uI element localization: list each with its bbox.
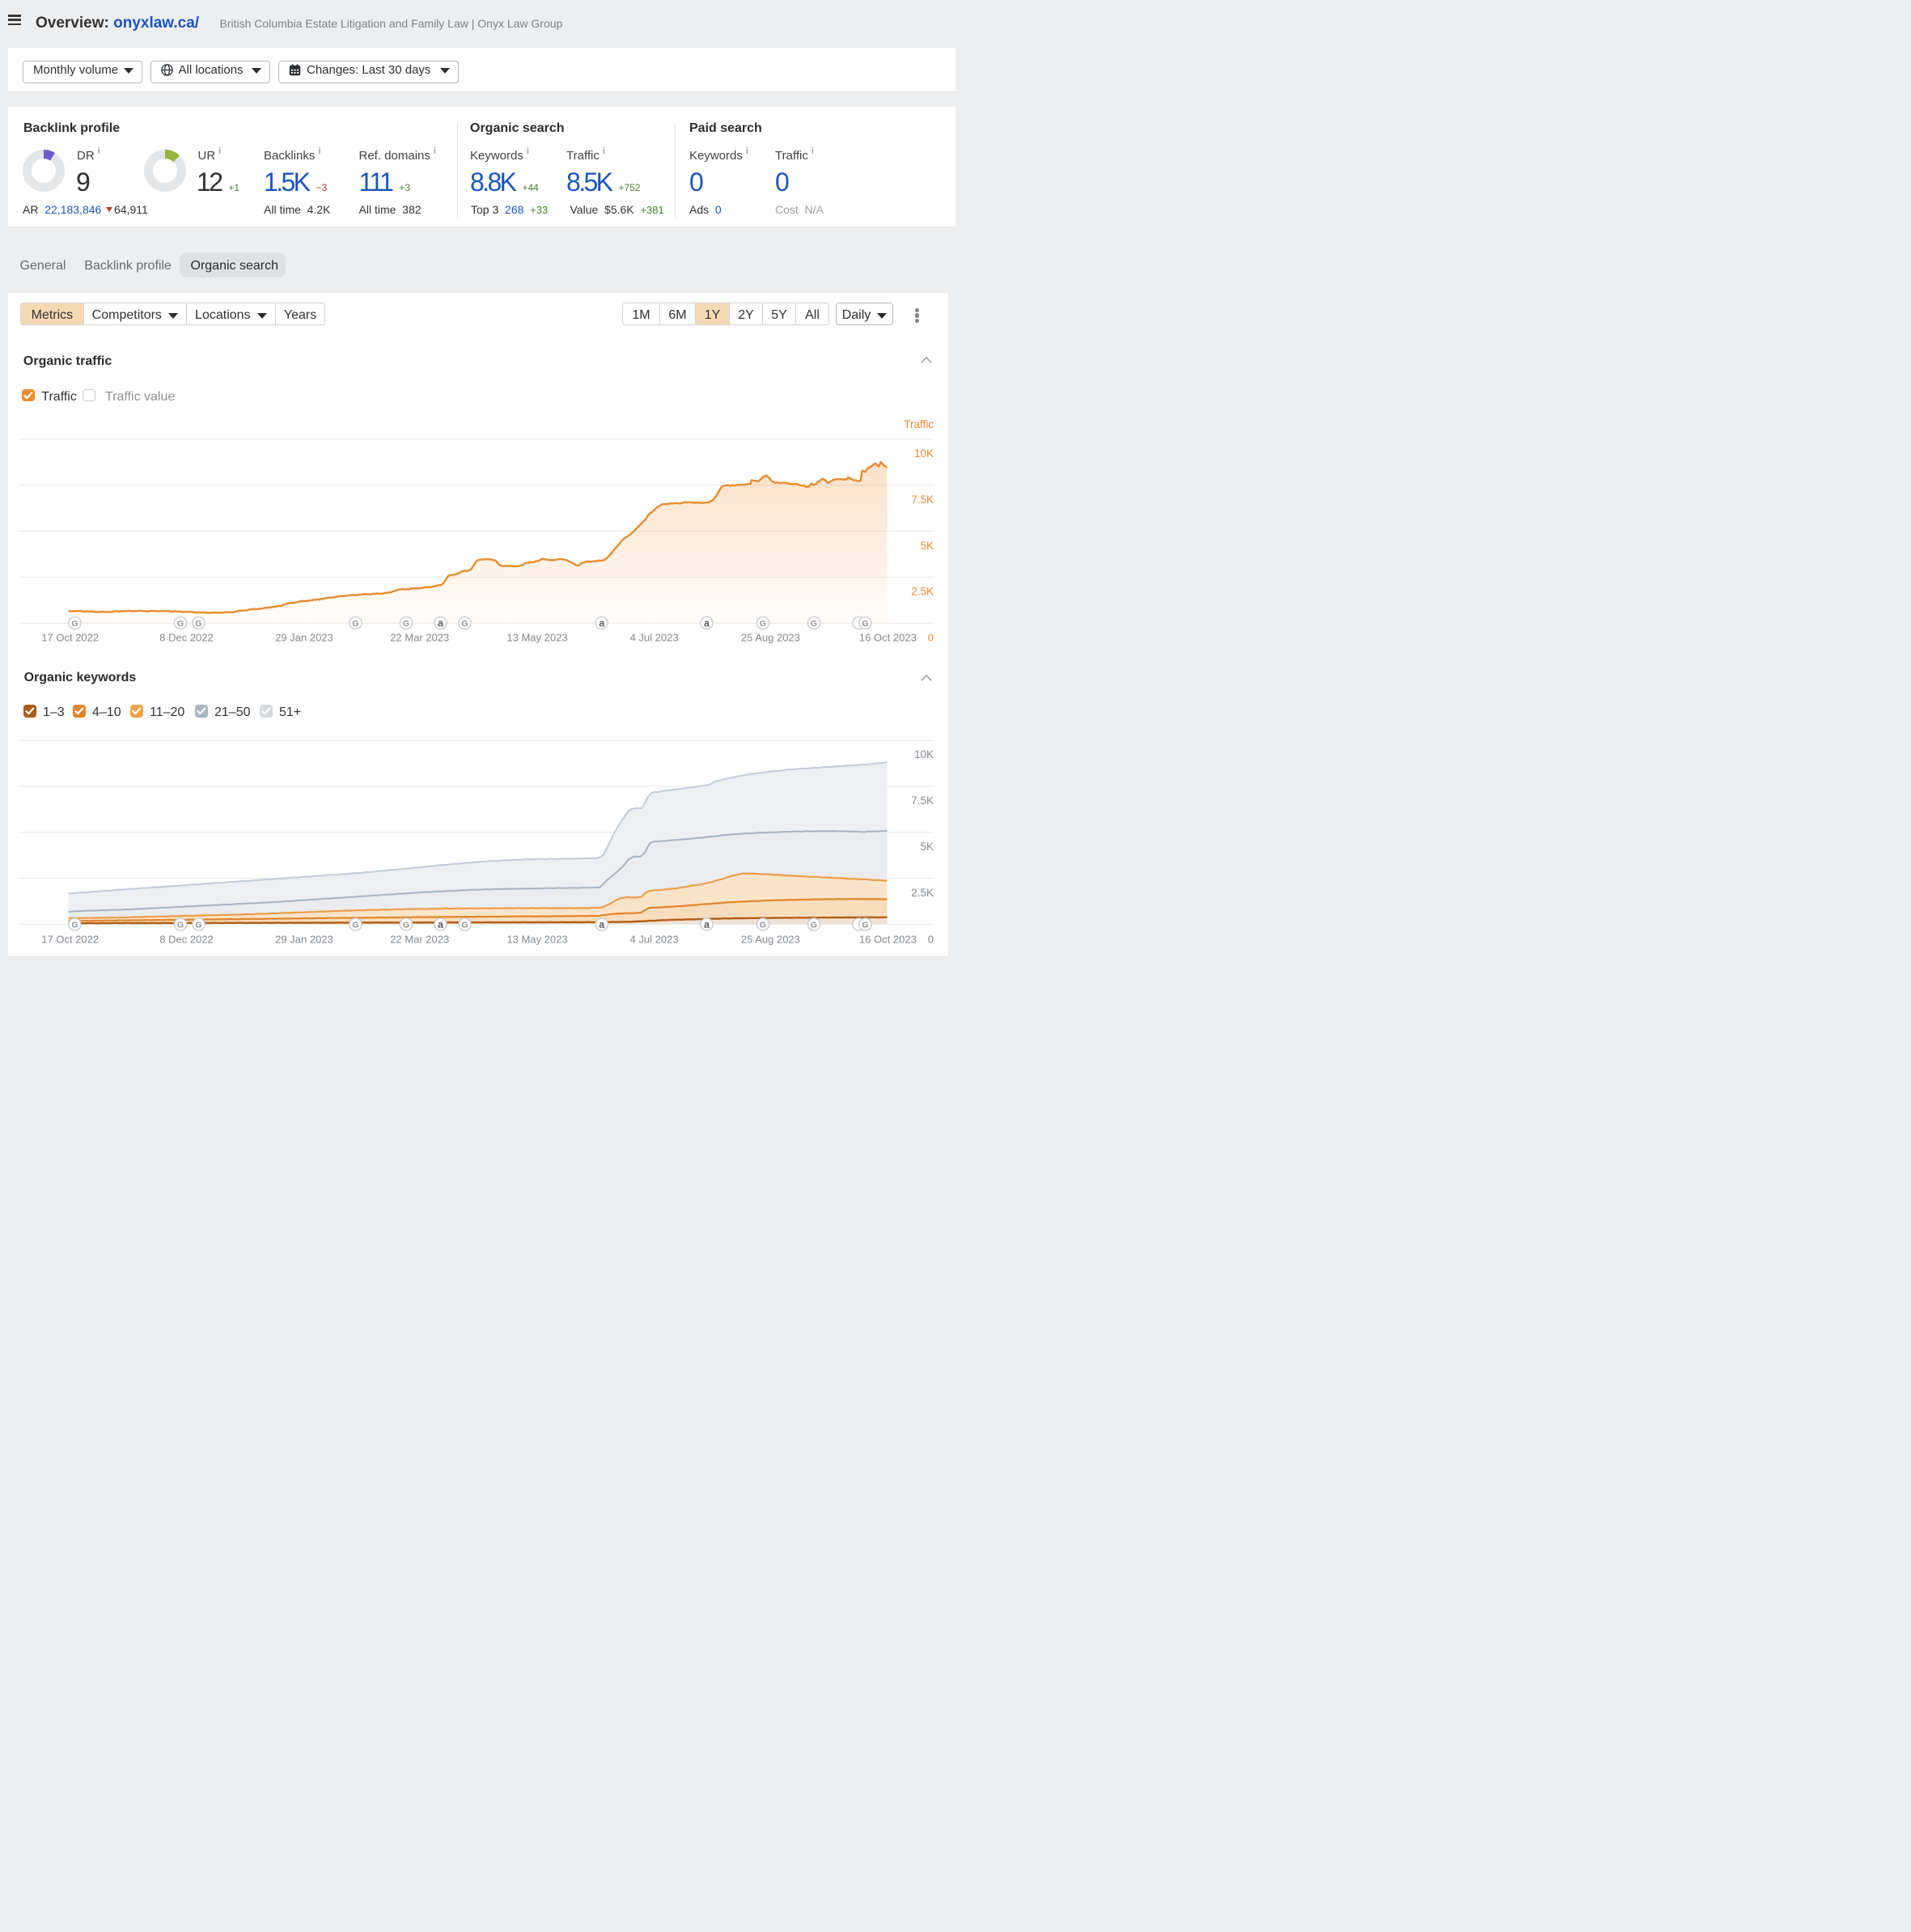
svg-text:7.5K: 7.5K [911, 794, 934, 807]
svg-text:a: a [599, 618, 605, 629]
svg-text:17 Oct 2022: 17 Oct 2022 [41, 934, 99, 946]
svg-text:a: a [438, 919, 444, 930]
svg-text:G: G [352, 921, 358, 930]
svg-text:8 Dec 2022: 8 Dec 2022 [159, 934, 214, 946]
svg-text:13 May 2023: 13 May 2023 [506, 934, 567, 946]
svg-text:G: G [461, 921, 468, 930]
svg-text:29 Jan 2023: 29 Jan 2023 [275, 934, 333, 946]
svg-text:a: a [704, 919, 710, 930]
svg-text:2.5K: 2.5K [911, 887, 934, 899]
svg-text:G: G [177, 619, 184, 629]
svg-text:G: G [760, 921, 766, 930]
svg-text:G: G [71, 921, 78, 930]
svg-text:29 Jan 2023: 29 Jan 2023 [275, 632, 333, 644]
svg-text:0: 0 [928, 934, 934, 946]
svg-text:5K: 5K [920, 540, 934, 552]
svg-text:G: G [403, 619, 409, 629]
svg-text:17 Oct 2022: 17 Oct 2022 [41, 632, 99, 644]
svg-text:5K: 5K [920, 841, 934, 853]
svg-text:G: G [195, 921, 201, 930]
svg-text:22 Mar 2023: 22 Mar 2023 [390, 934, 449, 946]
svg-text:7.5K: 7.5K [911, 494, 934, 506]
svg-text:Traffic: Traffic [904, 418, 934, 430]
svg-text:0: 0 [928, 632, 934, 644]
svg-text:G: G [760, 619, 766, 629]
svg-text:4 Jul 2023: 4 Jul 2023 [630, 934, 679, 946]
svg-text:G: G [461, 619, 468, 629]
svg-text:25 Aug 2023: 25 Aug 2023 [741, 934, 800, 946]
svg-text:G: G [862, 921, 868, 930]
svg-text:2.5K: 2.5K [911, 586, 934, 598]
svg-text:a: a [438, 618, 444, 629]
svg-text:G: G [403, 921, 409, 930]
svg-text:22 Mar 2023: 22 Mar 2023 [390, 632, 449, 644]
svg-text:G: G [177, 921, 184, 930]
svg-text:a: a [599, 919, 605, 930]
svg-text:G: G [352, 619, 358, 629]
svg-text:10K: 10K [914, 447, 934, 460]
svg-text:G: G [71, 619, 78, 629]
svg-text:16 Oct 2023: 16 Oct 2023 [859, 632, 917, 644]
svg-text:8 Dec 2022: 8 Dec 2022 [159, 632, 214, 644]
svg-text:16 Oct 2023: 16 Oct 2023 [859, 934, 917, 946]
svg-text:25 Aug 2023: 25 Aug 2023 [741, 632, 800, 644]
svg-text:13 May 2023: 13 May 2023 [506, 632, 567, 644]
svg-text:10K: 10K [914, 748, 934, 761]
svg-text:G: G [811, 619, 817, 629]
svg-text:4 Jul 2023: 4 Jul 2023 [630, 632, 679, 644]
svg-text:a: a [704, 618, 710, 629]
svg-text:G: G [811, 921, 817, 930]
svg-text:G: G [862, 619, 868, 629]
svg-text:G: G [195, 619, 201, 629]
